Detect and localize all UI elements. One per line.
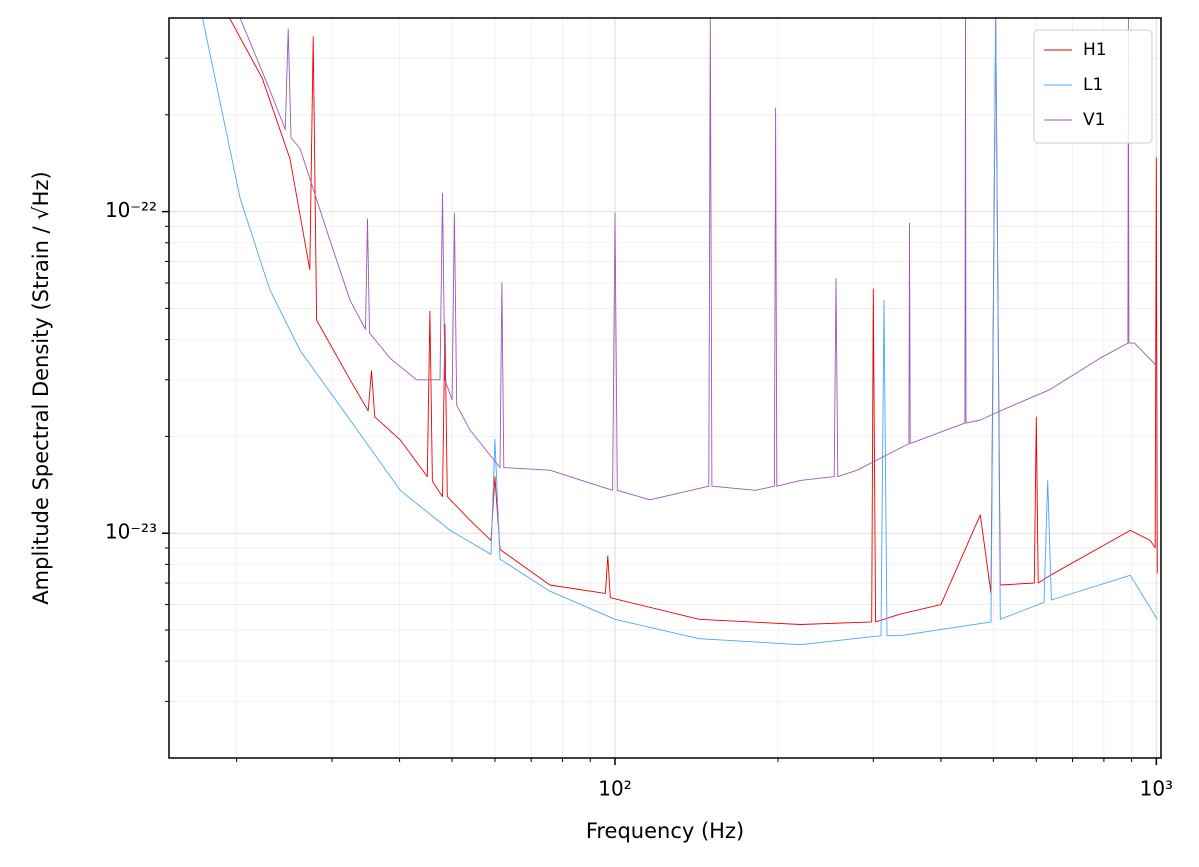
axes: 10² 10³ 10⁻²³ 10⁻²² [105, 57, 1173, 801]
legend-label: H1 [1083, 40, 1107, 60]
plot-frame [168, 17, 1162, 759]
y-tick-label: 10⁻²² [105, 198, 157, 222]
x-tick-label: 10² [598, 777, 631, 801]
legend: H1 L1 V1 [1033, 29, 1153, 144]
legend-box [1033, 29, 1153, 144]
legend-label: L1 [1083, 75, 1103, 95]
grid [169, 18, 1161, 758]
y-tick-label: 10⁻²³ [105, 520, 157, 544]
x-axis-label: Frequency (Hz) [586, 819, 744, 843]
x-tick-label: 10³ [1140, 777, 1173, 801]
plot-lines [202, 18, 1158, 646]
y-axis-label: Amplitude Spectral Density (Strain / √Hz… [29, 171, 53, 604]
series-line [202, 18, 1158, 646]
series-line [229, 18, 1158, 625]
series-line [239, 18, 1158, 501]
legend-label: V1 [1083, 110, 1105, 130]
